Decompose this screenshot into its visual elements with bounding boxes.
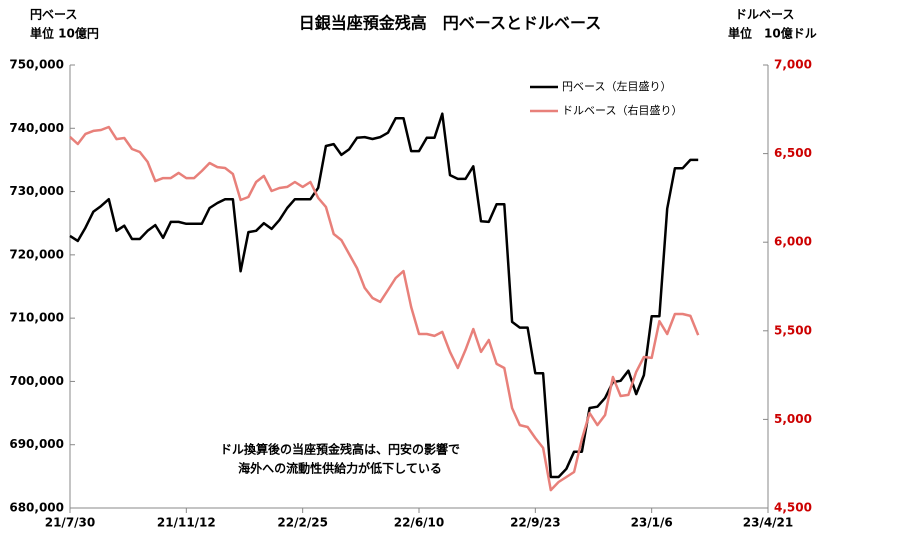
y-tick-label: 750,000 [9, 58, 64, 72]
annotation: ドル換算後の当座預金残高は、円安の影響で [220, 442, 460, 457]
y-tick-label: 730,000 [9, 184, 64, 198]
chart-title: 日銀当座預金残高 円ベースとドルベース [299, 14, 601, 33]
annotation: 海外への流動性供給力が低下している [238, 461, 442, 476]
y-tick-label: 700,000 [9, 374, 64, 388]
y-tick-label: 720,000 [9, 247, 64, 261]
y2-tick-label: 7,000 [774, 58, 812, 72]
x-tick-label: 22/6/10 [394, 516, 445, 530]
series-line [69, 125, 700, 492]
x-tick-label: 22/9/23 [510, 516, 561, 530]
y2-tick-label: 5,500 [774, 323, 812, 337]
y2-tick-label: 5,000 [774, 412, 812, 426]
y-tick-label: 710,000 [9, 311, 64, 325]
x-tick-label: 23/1/6 [631, 516, 673, 530]
legend-label: 円ベース（左目盛り） [562, 79, 671, 93]
x-tick-label: 21/11/12 [157, 516, 216, 530]
y2-tick-label: 4,500 [774, 501, 812, 515]
y-axis-title: 単位 10億円 [30, 26, 99, 41]
x-tick-label: 21/7/30 [45, 516, 96, 530]
series-line [69, 112, 699, 479]
legend-label: ドルベース（右目盛り） [562, 103, 682, 117]
x-tick-label: 23/4/21 [743, 516, 794, 530]
y-tick-label: 680,000 [9, 501, 64, 515]
y2-axis-title: ドルベース [735, 8, 794, 22]
x-tick-label: 22/2/25 [277, 516, 328, 530]
y2-tick-label: 6,000 [774, 235, 812, 249]
y2-tick-label: 6,500 [774, 146, 812, 160]
y-tick-label: 690,000 [9, 437, 64, 451]
y-axis-title: 円ベース [30, 8, 77, 22]
y2-axis-title: 単位 10億ドル [728, 26, 817, 41]
y-tick-label: 740,000 [9, 121, 64, 135]
